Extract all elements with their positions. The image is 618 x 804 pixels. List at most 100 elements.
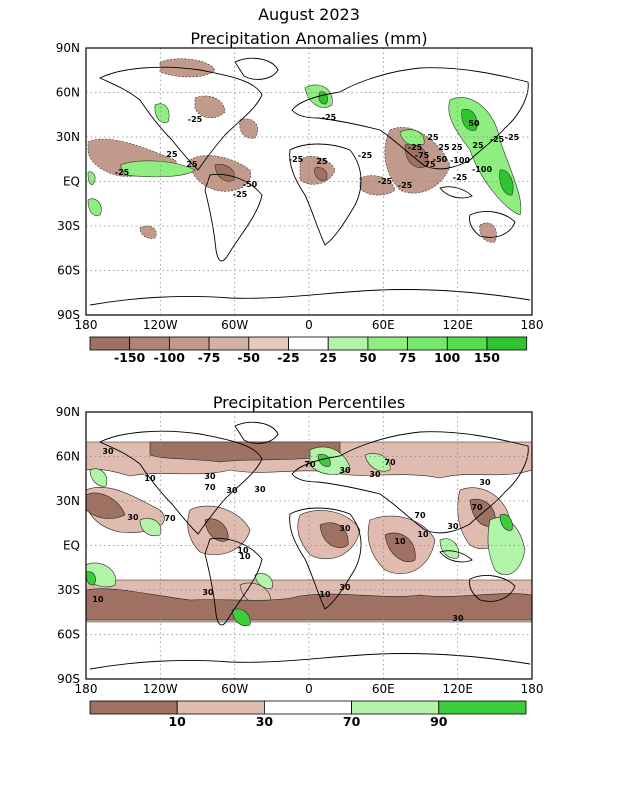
contour-label: -25	[358, 151, 373, 160]
anomaly-colorbar-swatch	[248, 336, 289, 351]
anomaly-colorbar-swatch	[367, 336, 408, 351]
anomaly-lat-labels: 90N 60N 30N EQ 30S 60S 90S	[56, 41, 80, 322]
anomaly-colorbar-labels: -150 -100 -75 -50 -25 25 50 75 100 150	[114, 350, 500, 365]
colorbar-label: 90	[430, 714, 448, 729]
lat-label: 90N	[56, 405, 80, 419]
contour-label: 70	[414, 511, 426, 520]
lat-label: EQ	[63, 539, 80, 553]
lon-label: 120W	[143, 682, 178, 696]
continent-outlines	[89, 421, 531, 670]
contour-label: 70	[384, 458, 396, 467]
colorbar-label: 70	[343, 714, 361, 729]
anomaly-contour-label-layer: -25 25 -25 -25 25 -50 -25 -25 -25 25 -25…	[115, 113, 520, 199]
contour-label: 30	[226, 486, 238, 495]
contour-label: 10	[394, 537, 406, 546]
contour-label: 30	[479, 478, 491, 487]
contour-label: -50	[243, 180, 258, 189]
lat-label: 30N	[56, 494, 80, 508]
contour-label: 10	[92, 595, 104, 604]
colorbar-label: 25	[319, 350, 336, 365]
anomaly-colorbar-swatch	[129, 336, 170, 351]
colorbar-label: 75	[399, 350, 416, 365]
lat-label: 60S	[57, 264, 80, 278]
anomaly-very-dry-cores	[214, 143, 429, 182]
lon-label: 180	[521, 318, 544, 332]
lon-label: 60E	[372, 318, 395, 332]
lat-label: 90S	[57, 672, 80, 686]
contour-label: 10	[417, 530, 429, 539]
colorbar-label: -25	[277, 350, 300, 365]
contour-label: 75	[424, 160, 436, 169]
contour-label: -25	[188, 115, 203, 124]
contour-label: -25	[233, 190, 248, 199]
contour-label: 70	[204, 483, 216, 492]
lat-label: 30S	[57, 583, 80, 597]
contour-label: 10	[319, 590, 331, 599]
colorbar-label: 30	[256, 714, 274, 729]
lon-label: 120E	[442, 318, 473, 332]
contour-label: 25	[451, 143, 463, 152]
contour-label: 30	[102, 447, 114, 456]
lon-label: 180	[75, 318, 98, 332]
colorbar-label: -50	[237, 350, 260, 365]
percentile-colorbar	[89, 700, 527, 715]
contour-label: 10	[239, 552, 251, 561]
percentile-much-below-areas	[86, 441, 532, 621]
contour-label: -25	[408, 143, 423, 152]
lat-label: 90S	[57, 308, 80, 322]
percentile-lon-labels: 180 120W 60W 0 60E 120E 180	[75, 682, 544, 696]
contour-label: 25	[427, 133, 439, 142]
colorbar-label: -100	[154, 350, 186, 365]
lat-label: 90N	[56, 41, 80, 55]
contour-label: -100	[450, 156, 470, 165]
contour-label: -25	[378, 177, 393, 186]
colorbar-label: -150	[114, 350, 146, 365]
anomaly-colorbar-swatch	[208, 336, 250, 351]
percentile-much-above-areas	[86, 453, 513, 627]
contour-label: 30	[339, 524, 351, 533]
percentile-colorbar-swatch	[89, 700, 178, 715]
contour-label: -25	[453, 173, 468, 182]
lon-label: 120E	[442, 682, 473, 696]
contour-label: 70	[304, 460, 316, 469]
percentile-colorbar-swatch	[351, 700, 440, 715]
lon-label: 0	[305, 682, 313, 696]
lat-label: EQ	[63, 175, 80, 189]
contour-label: 70	[164, 514, 176, 523]
colorbar-label: 100	[434, 350, 460, 365]
percentile-map	[86, 412, 532, 679]
percentile-colorbar-swatch	[263, 700, 352, 715]
contour-label: 30	[447, 522, 459, 531]
contour-label: -25	[490, 135, 505, 144]
percentile-colorbar-swatch	[438, 700, 527, 715]
anomaly-colorbar-swatch	[168, 336, 210, 351]
contour-label: 25	[186, 160, 198, 169]
contour-label: 30	[254, 485, 266, 494]
contour-label: 30	[452, 614, 464, 623]
colorbar-label: 10	[168, 714, 186, 729]
contour-label: -25	[289, 155, 304, 164]
continent-outlines	[89, 57, 531, 306]
lon-label: 180	[75, 682, 98, 696]
colorbar-label: -75	[198, 350, 221, 365]
colorbar-label: 150	[474, 350, 500, 365]
contour-label: -25	[322, 113, 337, 122]
anomaly-colorbar-swatch	[486, 336, 528, 351]
anomaly-colorbar-swatch	[446, 336, 488, 351]
lat-label: 30S	[57, 219, 80, 233]
contour-label: 25	[166, 150, 178, 159]
contour-label: 50	[468, 119, 480, 128]
percentile-colorbar-labels: 10 30 70 90	[168, 714, 447, 729]
contour-label: 30	[339, 583, 351, 592]
lon-label: 60W	[221, 682, 248, 696]
contour-label: -75	[415, 151, 430, 160]
contour-label: 30	[202, 588, 214, 597]
lat-label: 60S	[57, 628, 80, 642]
anomaly-panel-title: Precipitation Anomalies (mm)	[190, 29, 427, 48]
contour-label: -25	[115, 168, 130, 177]
contour-label: 30	[204, 472, 216, 481]
percentile-lat-labels: 90N 60N 30N EQ 30S 60S 90S	[56, 405, 80, 686]
figure-title: August 2023	[258, 5, 360, 24]
anomaly-map	[86, 48, 532, 315]
